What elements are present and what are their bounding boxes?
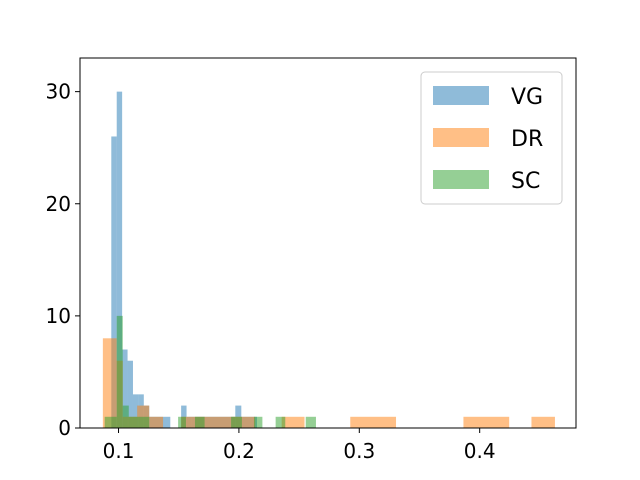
bar-vg-0 xyxy=(111,136,117,429)
legend-label-sc: SC xyxy=(511,169,540,194)
legend-label-dr: DR xyxy=(511,127,543,152)
x-tick-label: 0.4 xyxy=(464,439,496,463)
y-tick-label: 30 xyxy=(46,80,71,104)
bar-sc-8 xyxy=(275,416,286,428)
bar-sc-2 xyxy=(122,405,129,428)
y-tick-label: 0 xyxy=(58,416,71,440)
x-tick-label: 0.3 xyxy=(343,439,375,463)
bar-sc-1 xyxy=(116,315,123,428)
bar-dr-8 xyxy=(281,416,305,428)
axes-frame xyxy=(79,57,577,429)
bar-vg-12 xyxy=(235,405,242,428)
legend: VG DR SC xyxy=(420,71,563,205)
bar-dr-4 xyxy=(149,416,164,428)
bar-dr-0 xyxy=(102,338,117,428)
bar-sc-0 xyxy=(104,416,117,428)
axis-ticks: 0.1 0.2 0.3 0.4 0 10 20 30 xyxy=(46,80,496,463)
bar-vg-4 xyxy=(132,394,139,428)
legend-swatch-dr xyxy=(433,128,489,147)
bar-sc-4 xyxy=(178,416,186,428)
legend-label-vg: VG xyxy=(511,85,543,110)
bar-sc-9 xyxy=(305,416,316,428)
bar-vg-1 xyxy=(116,91,123,428)
bar-vg-2 xyxy=(122,349,128,428)
legend-swatch-vg xyxy=(433,86,489,105)
bar-dr-10 xyxy=(463,416,510,428)
histogram-bars xyxy=(102,91,555,429)
bar-vg-3 xyxy=(127,360,133,428)
bar-sc-6 xyxy=(231,416,242,428)
bar-dr-6 xyxy=(213,416,236,428)
legend-swatch-sc xyxy=(433,170,489,189)
bar-sc-7 xyxy=(253,416,263,428)
y-tick-label: 10 xyxy=(46,304,71,328)
bar-sc-3 xyxy=(128,416,150,428)
x-tick-label: 0.2 xyxy=(223,439,255,463)
bar-dr-7 xyxy=(235,416,256,428)
bar-dr-9 xyxy=(350,416,397,428)
bar-vg-8 xyxy=(181,405,187,428)
bar-dr-11 xyxy=(531,416,555,428)
x-tick-label: 0.1 xyxy=(103,439,135,463)
y-tick-label: 20 xyxy=(46,192,71,216)
bar-sc-5 xyxy=(194,416,205,428)
